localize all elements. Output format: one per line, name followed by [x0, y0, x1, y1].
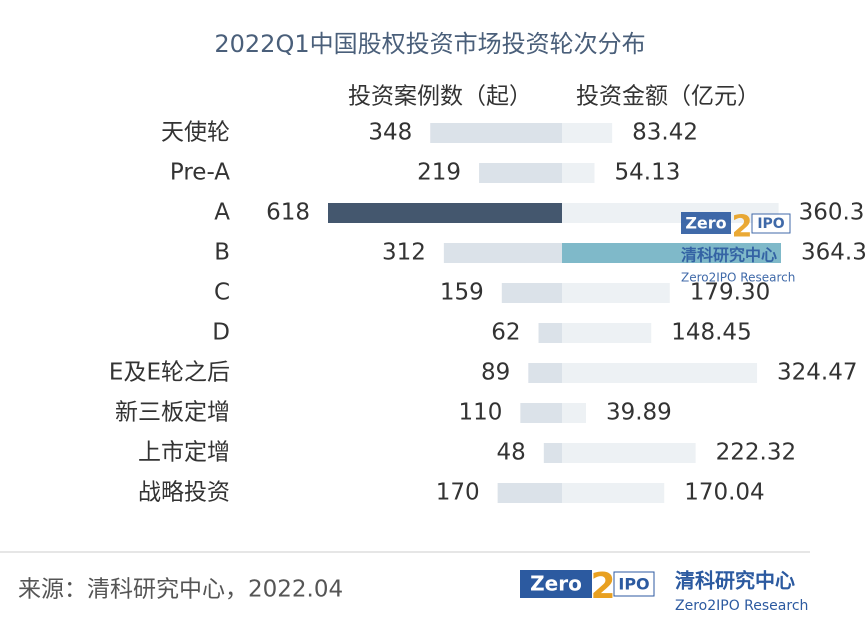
- value-label-left: 618: [266, 200, 310, 226]
- value-label-right: 83.42: [632, 120, 698, 146]
- value-label-left: 170: [436, 480, 480, 506]
- value-label-left: 348: [368, 120, 412, 146]
- logo-ipo: IPO: [757, 216, 784, 232]
- bar-left: [479, 163, 562, 183]
- logo-box: [613, 571, 655, 597]
- bar-right: [562, 443, 696, 463]
- bar-left: [501, 283, 562, 303]
- value-label-right: 360.32: [799, 200, 866, 226]
- value-label-right: 364.34: [801, 240, 866, 266]
- legend-right: 投资金额（亿元）: [576, 84, 760, 110]
- logo-cn: 清科研究中心: [675, 569, 795, 593]
- bar-left: [430, 123, 562, 143]
- category-label: 新三板定增: [115, 400, 230, 426]
- value-label-left: 110: [458, 400, 502, 426]
- bar-right: [562, 163, 595, 183]
- value-label-left: 159: [440, 280, 484, 306]
- logo-two: 2: [590, 566, 615, 607]
- category-label: B: [214, 240, 230, 266]
- logo-zero: Zero: [530, 572, 582, 596]
- value-label-right: 54.13: [615, 160, 681, 186]
- value-label-left: 48: [497, 440, 526, 466]
- value-label-right: 222.32: [716, 440, 796, 466]
- bar-left: [328, 203, 562, 223]
- value-label-right: 148.45: [671, 320, 751, 346]
- logo-box: [751, 213, 791, 234]
- bar-left: [538, 323, 562, 343]
- value-label-left: 89: [481, 360, 510, 386]
- category-label: Pre-A: [170, 160, 230, 186]
- bar-left: [528, 363, 562, 383]
- watermark-logo: Zero 2 IPO 清科研究中心 Zero2IPO Research: [681, 210, 795, 285]
- value-label-left: 219: [417, 160, 461, 186]
- category-label: A: [214, 200, 230, 226]
- logo-two: 2: [732, 210, 753, 245]
- category-label: 上市定增: [138, 440, 230, 466]
- category-label: 战略投资: [138, 480, 230, 506]
- logo-en: Zero2IPO Research: [675, 598, 808, 614]
- bar-right: [562, 363, 758, 383]
- value-label-left: 62: [491, 320, 520, 346]
- logo-en: Zero2IPO Research: [681, 271, 795, 285]
- bar-right: [562, 403, 586, 423]
- source: 来源：清科研究中心，2022.04: [18, 577, 343, 603]
- bar-left: [520, 403, 562, 423]
- logo-box: [681, 212, 731, 234]
- bar-right: [562, 323, 652, 343]
- value-label-right: 170.04: [684, 480, 764, 506]
- bar-left: [443, 243, 562, 263]
- value-label-right: 179.30: [690, 280, 770, 306]
- bar-left: [543, 443, 562, 463]
- category-label: C: [214, 280, 230, 306]
- legend-left: 投资案例数（起）: [348, 84, 532, 110]
- value-label-right: 324.47: [777, 360, 857, 386]
- category-label: D: [212, 320, 230, 346]
- bar-right: [562, 243, 781, 263]
- footer-logo: Zero 2 IPO 清科研究中心 Zero2IPO Research: [520, 566, 808, 614]
- bar-left: [497, 483, 562, 503]
- value-label-right: 39.89: [606, 400, 672, 426]
- bar-right: [562, 283, 670, 303]
- logo-cn: 清科研究中心: [681, 246, 777, 265]
- category-label: 天使轮: [161, 120, 230, 146]
- chart-title: 2022Q1中国股权投资市场投资轮次分布: [214, 30, 645, 58]
- logo-box: [520, 570, 592, 598]
- category-label: E及E轮之后: [109, 360, 230, 386]
- bar-right: [562, 123, 613, 143]
- value-label-left: 312: [382, 240, 426, 266]
- bar-right: [562, 483, 665, 503]
- logo-ipo: IPO: [618, 575, 649, 594]
- logo-zero: Zero: [685, 214, 726, 233]
